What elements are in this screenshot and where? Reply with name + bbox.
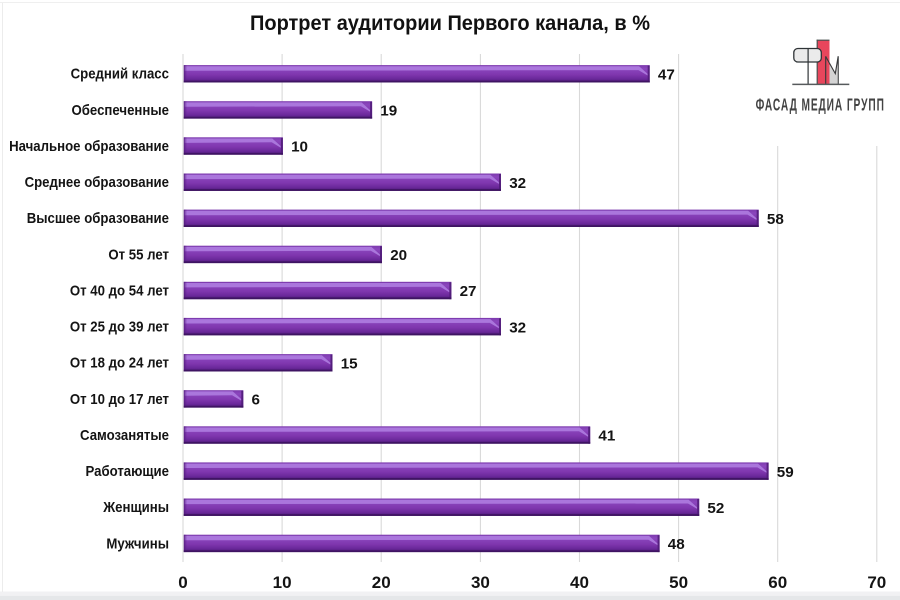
svg-text:От 10 до 17 лет: От 10 до 17 лет [70, 391, 169, 408]
svg-text:6: 6 [252, 392, 260, 409]
svg-text:59: 59 [777, 464, 794, 481]
svg-text:Обеспеченные: Обеспеченные [72, 102, 170, 119]
svg-text:Портрет аудитории Первого кана: Портрет аудитории Первого канала, в % [250, 12, 650, 35]
svg-text:0: 0 [178, 573, 187, 592]
svg-text:40: 40 [570, 573, 589, 592]
svg-text:58: 58 [767, 211, 784, 228]
svg-text:41: 41 [598, 428, 615, 445]
svg-text:52: 52 [707, 500, 724, 517]
svg-text:От 25 до 39 лет: От 25 до 39 лет [70, 319, 169, 336]
svg-text:10: 10 [273, 573, 292, 592]
svg-text:10: 10 [291, 139, 308, 156]
svg-text:47: 47 [658, 67, 675, 84]
svg-text:32: 32 [509, 319, 526, 336]
svg-text:Высшее образование: Высшее образование [27, 210, 169, 227]
svg-text:Мужчины: Мужчины [106, 535, 169, 552]
svg-text:От 40 до 54 лет: От 40 до 54 лет [70, 282, 169, 299]
svg-text:Работающие: Работающие [86, 463, 170, 480]
svg-text:Среднее образование: Среднее образование [25, 174, 169, 191]
svg-text:32: 32 [509, 175, 526, 192]
svg-text:27: 27 [460, 283, 477, 300]
svg-text:От 55 лет: От 55 лет [108, 246, 169, 263]
svg-text:От 18 до 24 лет: От 18 до 24 лет [70, 355, 169, 372]
svg-text:Женщины: Женщины [102, 499, 169, 516]
svg-text:30: 30 [471, 573, 490, 592]
svg-text:Самозанятые: Самозанятые [80, 427, 169, 444]
svg-text:19: 19 [380, 103, 397, 120]
svg-text:20: 20 [372, 573, 391, 592]
svg-text:48: 48 [668, 536, 685, 553]
svg-text:15: 15 [341, 356, 358, 373]
svg-text:Средний класс: Средний класс [71, 66, 169, 83]
svg-text:60: 60 [768, 573, 787, 592]
svg-text:20: 20 [390, 247, 407, 264]
svg-text:50: 50 [669, 573, 688, 592]
svg-text:70: 70 [867, 573, 886, 592]
svg-text:Начальное образование: Начальное образование [9, 138, 169, 155]
svg-text:ФАСАД МЕДИА ГРУПП: ФАСАД МЕДИА ГРУПП [756, 96, 885, 115]
